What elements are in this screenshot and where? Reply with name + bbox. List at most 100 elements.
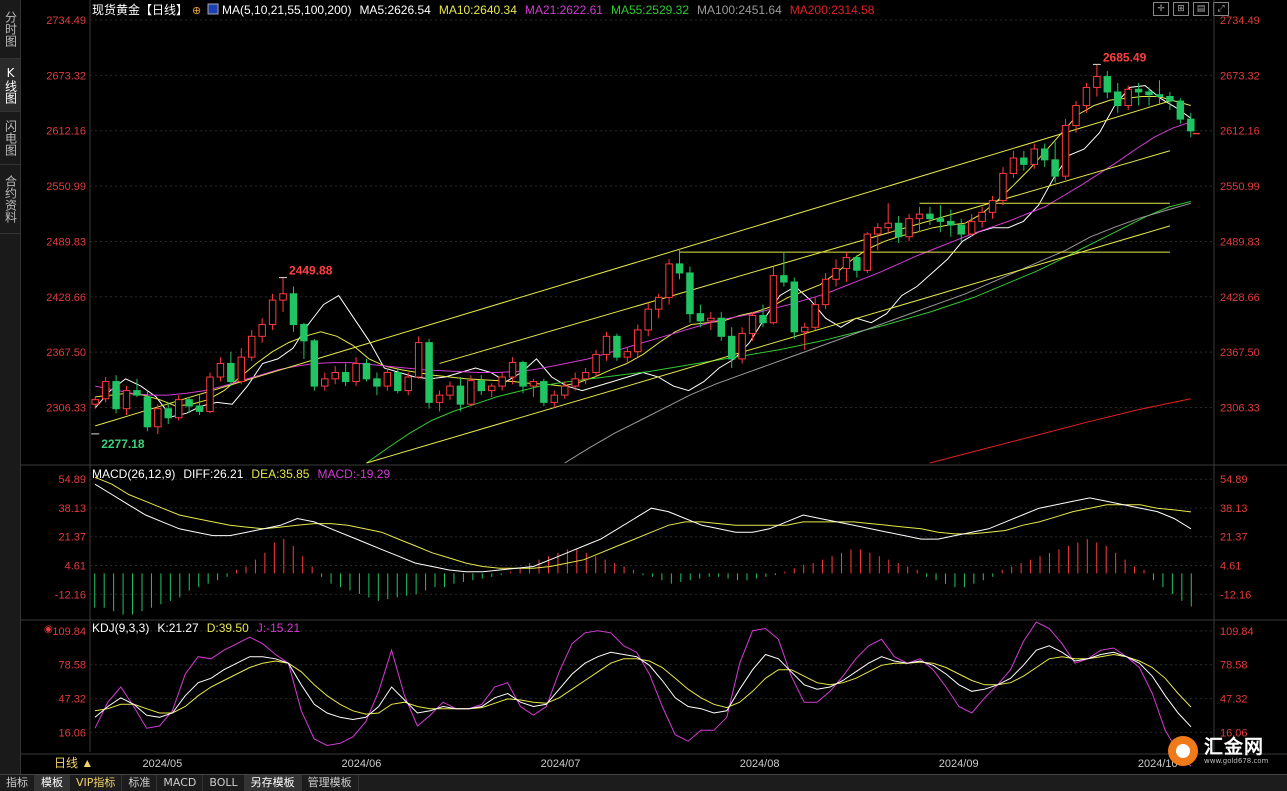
candle-body — [331, 372, 339, 380]
y-tick-right: 2306.33 — [1220, 402, 1260, 414]
candle-body — [1061, 124, 1070, 177]
y-tick-right: 2489.83 — [1220, 236, 1260, 248]
candle-body — [1040, 148, 1049, 161]
side-tab-2[interactable]: 闪电图 — [0, 112, 20, 165]
ma200-line — [929, 398, 1191, 464]
crosshair-icon[interactable]: ✛ — [1153, 2, 1169, 16]
logo-mark-icon — [1168, 736, 1198, 766]
y-tick-left: 2734.49 — [46, 15, 86, 27]
candle-body — [195, 405, 204, 412]
kdj-d-line — [94, 653, 1192, 715]
y-tick-right: 109.84 — [1220, 626, 1254, 638]
candle-body — [581, 372, 590, 380]
candle-body — [446, 385, 454, 396]
y-tick-right: 54.89 — [1220, 474, 1248, 486]
candle-body — [811, 304, 819, 328]
logo-name: 汇金网 — [1204, 735, 1265, 758]
candle-body — [1176, 100, 1185, 120]
bottom-tab-bar: 指标 模板 VIP指标 标准 MACD BOLL 另存模板 管理模板 — [0, 774, 1287, 791]
candle-body — [164, 408, 172, 419]
candle-body — [341, 372, 350, 383]
candle-body — [821, 278, 830, 306]
candle-body — [508, 362, 517, 378]
macd-diff-line — [94, 483, 1192, 573]
candle-body — [362, 362, 371, 380]
y-tick-right: 38.13 — [1220, 503, 1248, 515]
settings-dot-icon: ⊕ — [192, 5, 201, 17]
y-tick-right: 2428.66 — [1220, 292, 1260, 304]
candle-body — [800, 326, 809, 333]
y-tick-left: 4.61 — [65, 560, 86, 572]
candle-body — [790, 281, 799, 333]
candle-body — [884, 222, 892, 229]
candle-body — [435, 394, 444, 403]
y-tick-right: 4.61 — [1220, 560, 1241, 572]
candle-body — [550, 394, 559, 403]
candle-body — [206, 376, 214, 412]
candle-body — [112, 381, 120, 410]
candle-body — [289, 293, 298, 326]
candle-body — [654, 296, 663, 310]
y-tick-left: 21.37 — [58, 532, 86, 544]
candle-body — [1020, 157, 1028, 165]
candle-body — [487, 385, 496, 392]
bottom-tab-4[interactable]: MACD — [157, 775, 204, 791]
candle-body — [456, 385, 465, 405]
bottom-tab-3[interactable]: 标准 — [122, 775, 158, 791]
candle-body — [91, 399, 99, 405]
side-tab-3[interactable]: 合约资料 — [0, 165, 20, 234]
zoom-in-icon[interactable]: ⊞ — [1173, 2, 1189, 16]
legend-item-3: MA21:2622.61 — [525, 3, 603, 17]
ma-legend-icon — [207, 3, 219, 15]
candle-body — [874, 227, 882, 235]
candle-body — [1134, 88, 1143, 93]
bottom-tab-0[interactable]: 指标 — [0, 775, 35, 791]
y-tick-right: 21.37 — [1220, 532, 1248, 544]
candle-body — [279, 293, 287, 301]
bottom-tab-1[interactable]: 模板 — [35, 775, 70, 791]
candle-body — [1072, 105, 1080, 126]
bottom-tab-6[interactable]: 另存模板 — [244, 775, 302, 791]
candle-body — [227, 362, 235, 383]
logo-url: www.gold678.com — [1204, 756, 1269, 765]
candle-body — [247, 335, 256, 358]
chart-canvas[interactable]: 2734.49 2734.49 2673.32 2673.32 2612.16 2612.… — [20, 0, 1287, 774]
legend-item-4: MA55:2529.32 — [611, 3, 689, 17]
side-tab-bar: 分时图 K线图 闪电图 合约资料 — [0, 0, 21, 775]
candle-body — [926, 213, 934, 220]
candle-body — [759, 314, 767, 324]
candle-body — [717, 317, 725, 337]
y-tick-right: 47.32 — [1220, 694, 1248, 706]
candle-body — [686, 272, 694, 315]
y-tick-left: 2550.99 — [46, 181, 86, 193]
candle-body — [561, 385, 569, 396]
bottom-tab-2[interactable]: VIP指标 — [70, 775, 123, 791]
side-tab-1[interactable]: K线图 — [0, 59, 20, 112]
legend-item-3: MACD:-19.29 — [317, 467, 390, 481]
x-tick-2: 2024/07 — [541, 758, 581, 770]
legend-item-2: MA10:2640.34 — [439, 3, 517, 17]
candle-body — [634, 329, 642, 353]
candle-body — [999, 172, 1007, 202]
legend-item-0: MA(5,10,21,55,100,200) — [222, 3, 351, 17]
legend-item-0: MACD(26,12,9) — [92, 467, 175, 481]
layout-icon[interactable]: ▤ — [1193, 2, 1209, 16]
candle-body — [780, 275, 788, 283]
gold678-logo: 汇金网 www.gold678.com — [1168, 732, 1276, 770]
candle-body — [321, 378, 329, 387]
candle-body — [1103, 76, 1112, 93]
bottom-tab-7[interactable]: 管理模板 — [302, 775, 359, 791]
candle-body — [748, 314, 757, 335]
legend-item-0: KDJ(9,3,3) — [92, 621, 149, 635]
legend-item-5: MA100:2451.64 — [697, 3, 782, 17]
candle-body — [915, 213, 924, 220]
y-tick-left: 54.89 — [58, 474, 86, 486]
candle-body — [310, 340, 319, 387]
y-tick-right: 2367.50 — [1220, 347, 1260, 359]
side-tab-0[interactable]: 分时图 — [0, 0, 20, 59]
candle-body — [519, 362, 527, 387]
legend-item-1: MA5:2626.54 — [359, 3, 431, 17]
candle-body — [894, 222, 903, 238]
candle-body — [769, 275, 778, 324]
bottom-tab-5[interactable]: BOLL — [203, 775, 245, 791]
